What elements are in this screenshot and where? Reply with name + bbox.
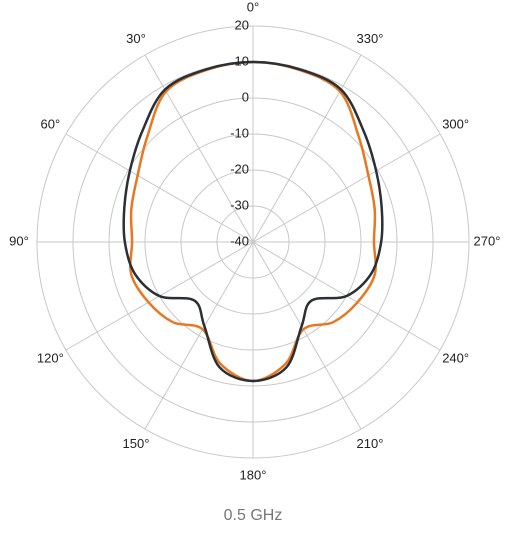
angle-label: 240° bbox=[442, 350, 469, 365]
r-tick-label: -20 bbox=[230, 161, 249, 176]
r-tick-label: 0 bbox=[242, 89, 249, 104]
angle-label: 330° bbox=[357, 31, 384, 46]
angle-label: 90° bbox=[9, 233, 29, 248]
r-tick-label: 20 bbox=[235, 17, 249, 32]
angle-label: 270° bbox=[474, 233, 501, 248]
grid-spoke bbox=[252, 54, 362, 243]
grid-spoke bbox=[252, 241, 362, 430]
angle-label: 120° bbox=[37, 350, 64, 365]
angle-label: 180° bbox=[240, 467, 267, 482]
angle-label: 0° bbox=[247, 0, 259, 14]
r-tick-label: 10 bbox=[235, 53, 249, 68]
series-line bbox=[122, 60, 384, 383]
r-tick-label: -10 bbox=[230, 125, 249, 140]
r-tick-label: -30 bbox=[230, 197, 249, 212]
grid-spoke bbox=[252, 133, 441, 243]
grid-spoke bbox=[144, 54, 254, 243]
r-tick-label: -40 bbox=[230, 233, 249, 248]
grid-spoke bbox=[65, 133, 254, 243]
angle-label: 30° bbox=[126, 31, 146, 46]
angle-label: 60° bbox=[41, 116, 61, 131]
angle-label: 150° bbox=[123, 436, 150, 451]
grid-spoke bbox=[144, 241, 254, 430]
chart-title: 0.5 GHz bbox=[224, 507, 283, 524]
angle-label: 300° bbox=[442, 116, 469, 131]
angle-label: 210° bbox=[357, 436, 384, 451]
